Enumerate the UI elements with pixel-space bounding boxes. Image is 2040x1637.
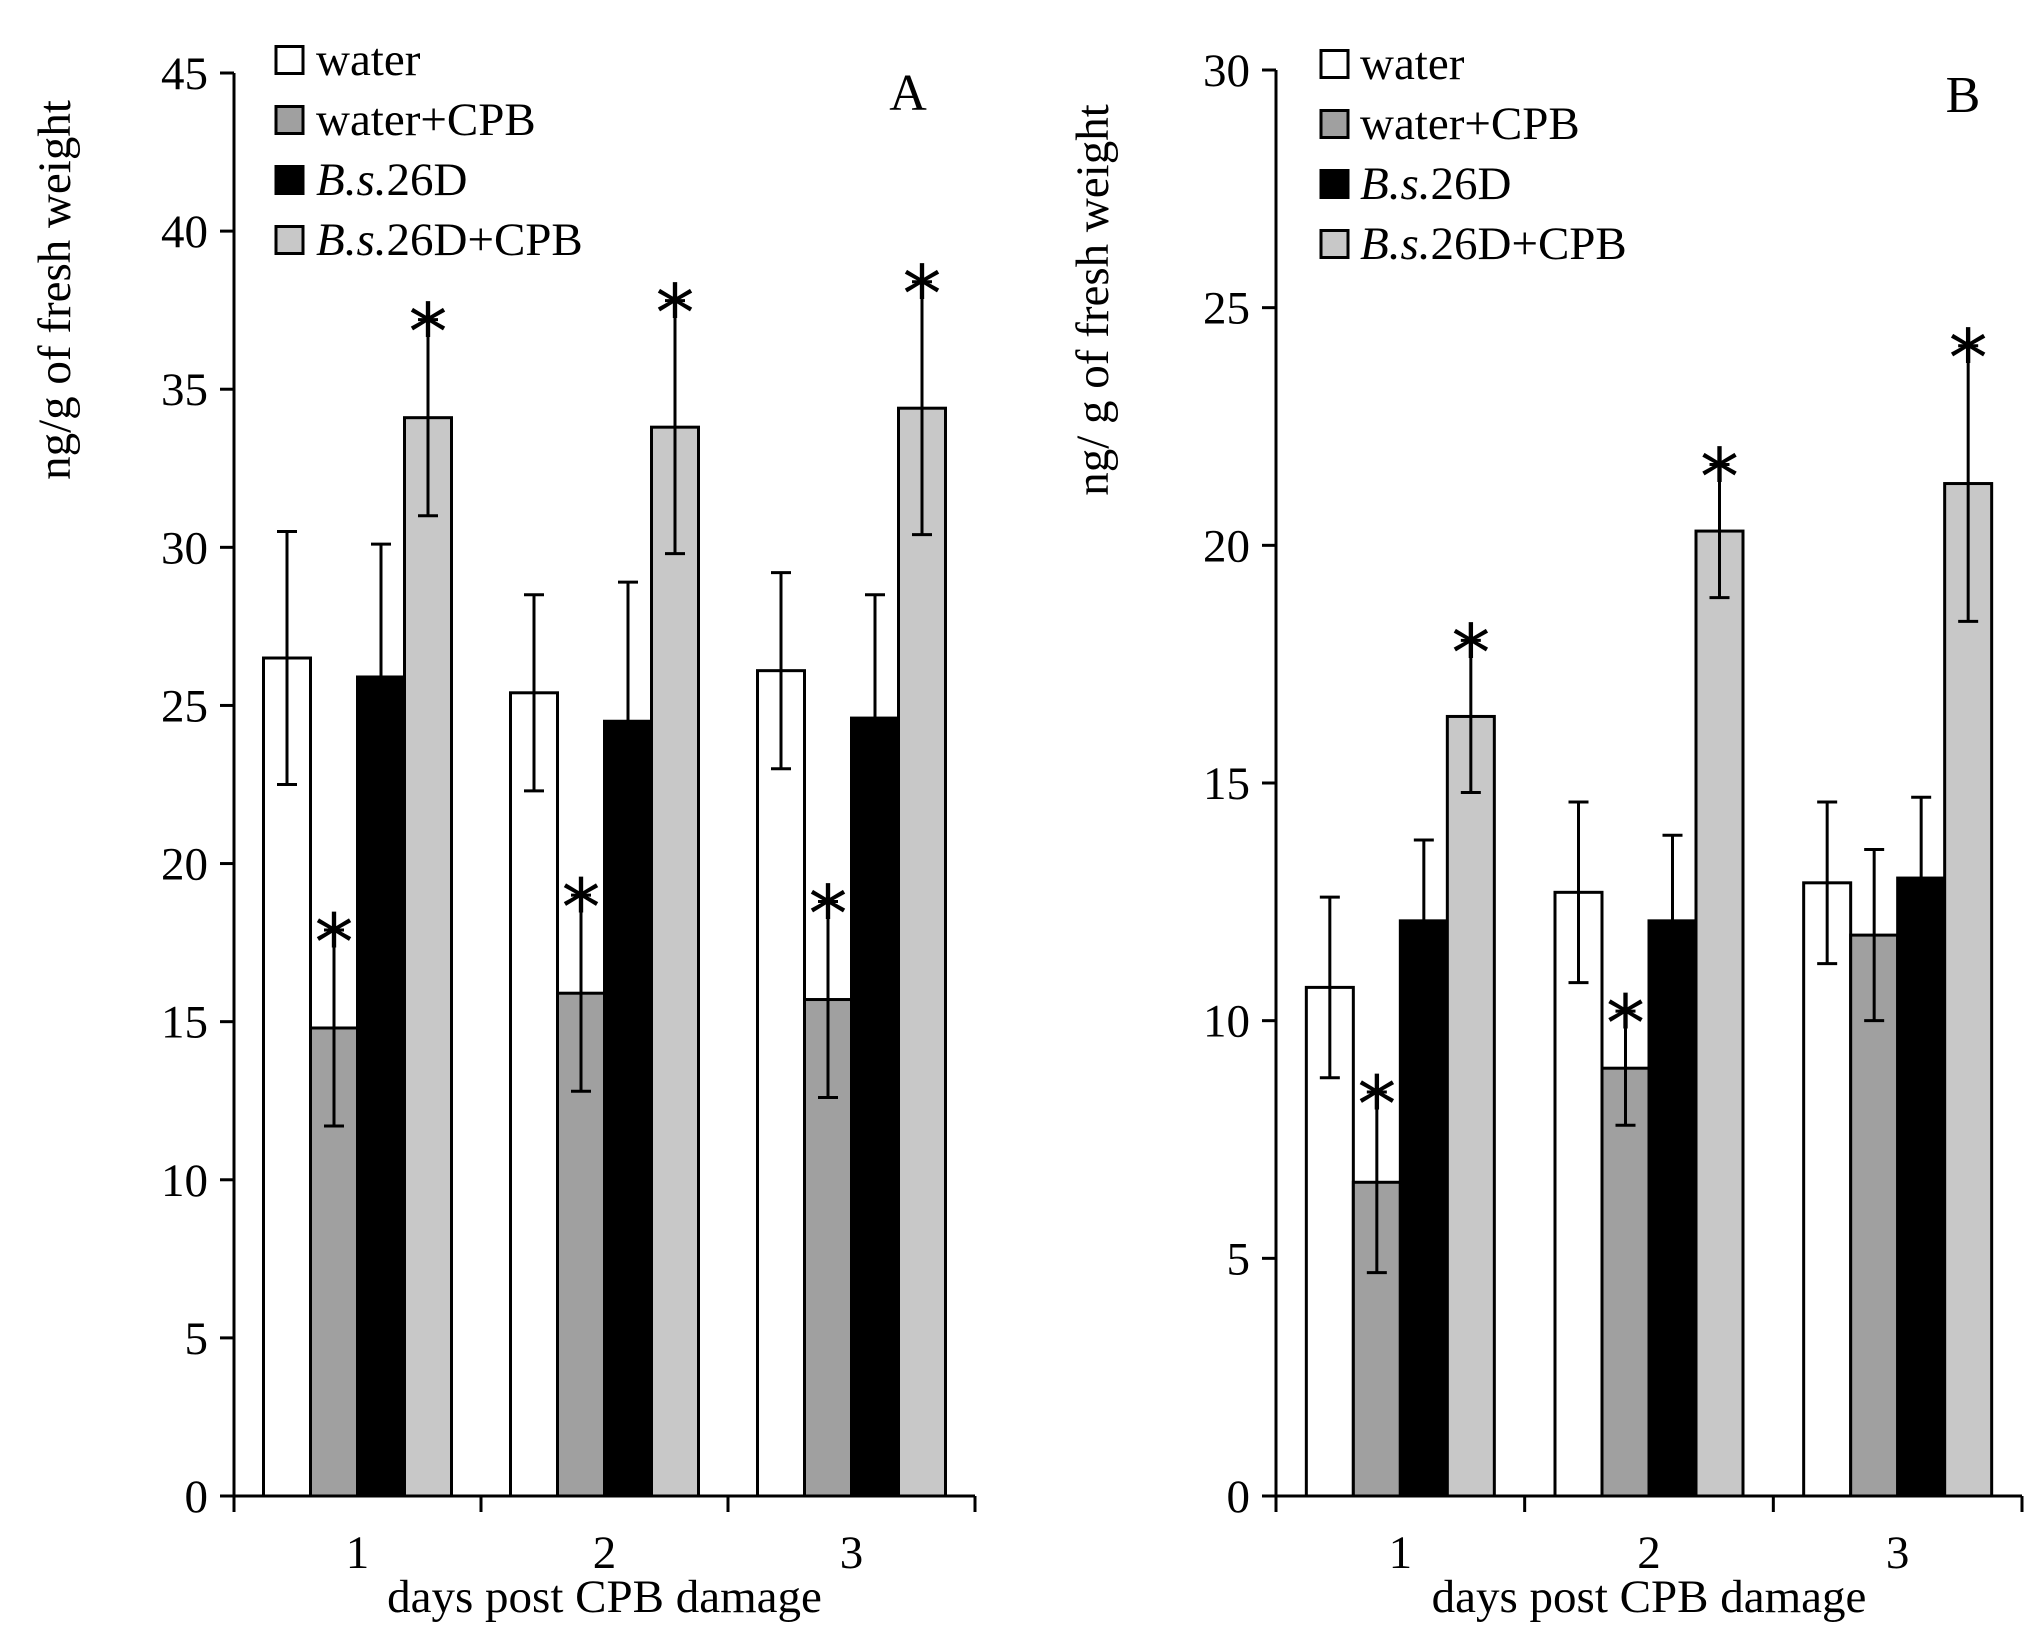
legend-swatch	[1319, 229, 1350, 259]
y-tick-label: 40	[161, 206, 208, 258]
y-tick-label: 0	[1227, 1471, 1251, 1523]
significance-marker: *	[409, 289, 448, 379]
legend-label: water+CPB	[316, 94, 536, 146]
legend-label: water	[1360, 38, 1465, 90]
legend-swatch	[1319, 49, 1350, 79]
y-tick-label: 25	[1203, 283, 1250, 335]
bar	[509, 691, 559, 1498]
bar	[403, 416, 453, 1498]
y-tick-label: 5	[185, 1313, 209, 1365]
legend-swatch	[274, 165, 305, 195]
significance-marker: *	[1606, 980, 1645, 1070]
x-axis-title: days post CPB damage	[1432, 1571, 1867, 1623]
bar	[897, 406, 947, 1498]
x-tick-label: 1	[1389, 1527, 1413, 1579]
bar	[1600, 1066, 1651, 1498]
legend-label: water+CPB	[1360, 98, 1580, 150]
panel-letter: A	[889, 65, 927, 122]
x-tick-label: 3	[840, 1527, 864, 1579]
legend-label-italic: B.s.	[1360, 218, 1431, 270]
y-tick-label: 20	[161, 839, 208, 891]
y-tick-label: 10	[161, 1155, 208, 1207]
legend-swatch	[274, 105, 305, 135]
legend-label: B.s.26D+CPB	[1360, 218, 1627, 270]
significance-marker: *	[809, 871, 848, 961]
y-tick-label: 20	[1203, 520, 1250, 572]
y-tick-label: 45	[161, 48, 208, 100]
legend-label-rest: 26D+CPB	[1431, 218, 1627, 270]
x-tick-label: 3	[1886, 1527, 1910, 1579]
significance-marker: *	[903, 251, 942, 341]
legend-label-italic: B.s.	[316, 214, 387, 266]
significance-marker: *	[1700, 434, 1739, 524]
significance-marker: *	[315, 899, 354, 989]
bar	[1694, 529, 1745, 1498]
significance-marker: *	[1357, 1061, 1396, 1151]
bar	[1896, 876, 1947, 1498]
legend-label-rest: 26D+CPB	[387, 214, 583, 266]
chart-panel-A: 0 5 10 15 20 25 30 35 40 45 1 * * 2 * * 3 * * ng/g of fresh…	[29, 34, 977, 1623]
legend-label-italic: B.s.	[1360, 158, 1431, 210]
bar	[1802, 881, 1853, 1498]
bar	[1445, 714, 1496, 1498]
y-tick-label: 25	[161, 680, 208, 732]
y-tick-label: 15	[161, 997, 208, 1049]
bar	[756, 669, 806, 1498]
bar	[356, 675, 406, 1498]
legend-swatch	[274, 45, 305, 75]
panel-letter: B	[1946, 67, 1981, 124]
significance-marker: *	[1451, 609, 1490, 699]
y-axis-title: ng/ g of fresh weight	[1067, 104, 1119, 496]
y-tick-label: 0	[185, 1471, 209, 1523]
y-tick-label: 35	[161, 364, 208, 416]
significance-marker: *	[656, 270, 695, 360]
legend-swatch	[1319, 169, 1350, 199]
legend-swatch	[1319, 109, 1350, 139]
legend-label: B.s.26D	[316, 154, 467, 206]
chart-panel-B: 0 5 10 15 20 25 30 1 * * 2 * * 3 * ng/ g of fresh weigh…	[1067, 38, 2024, 1623]
x-axis-title: days post CPB damage	[387, 1571, 822, 1623]
legend-label-rest: 26D	[387, 154, 468, 206]
bar	[1849, 933, 1900, 1498]
y-tick-label: 10	[1203, 996, 1250, 1048]
legend-label: B.s.26D	[1360, 158, 1511, 210]
bar	[262, 656, 312, 1498]
bar	[650, 425, 700, 1498]
legend-label: B.s.26D+CPB	[316, 214, 583, 266]
legend-swatch	[274, 225, 305, 255]
x-tick-label: 1	[346, 1527, 370, 1579]
legend-label-rest: 26D	[1431, 158, 1512, 210]
x-tick-label: 2	[593, 1527, 617, 1579]
y-tick-label: 30	[161, 522, 208, 574]
bar	[1943, 482, 1994, 1498]
significance-marker: *	[562, 864, 601, 954]
y-tick-label: 30	[1203, 45, 1250, 97]
y-axis-title: ng/g of fresh weight	[29, 100, 81, 480]
legend-label-italic: B.s.	[316, 154, 387, 206]
x-tick-label: 2	[1637, 1527, 1661, 1579]
y-tick-label: 5	[1227, 1233, 1251, 1285]
significance-marker: *	[1949, 315, 1988, 405]
legend-label: water	[316, 34, 421, 86]
bar	[1398, 919, 1449, 1498]
bar	[1647, 919, 1698, 1498]
y-tick-label: 15	[1203, 758, 1250, 810]
